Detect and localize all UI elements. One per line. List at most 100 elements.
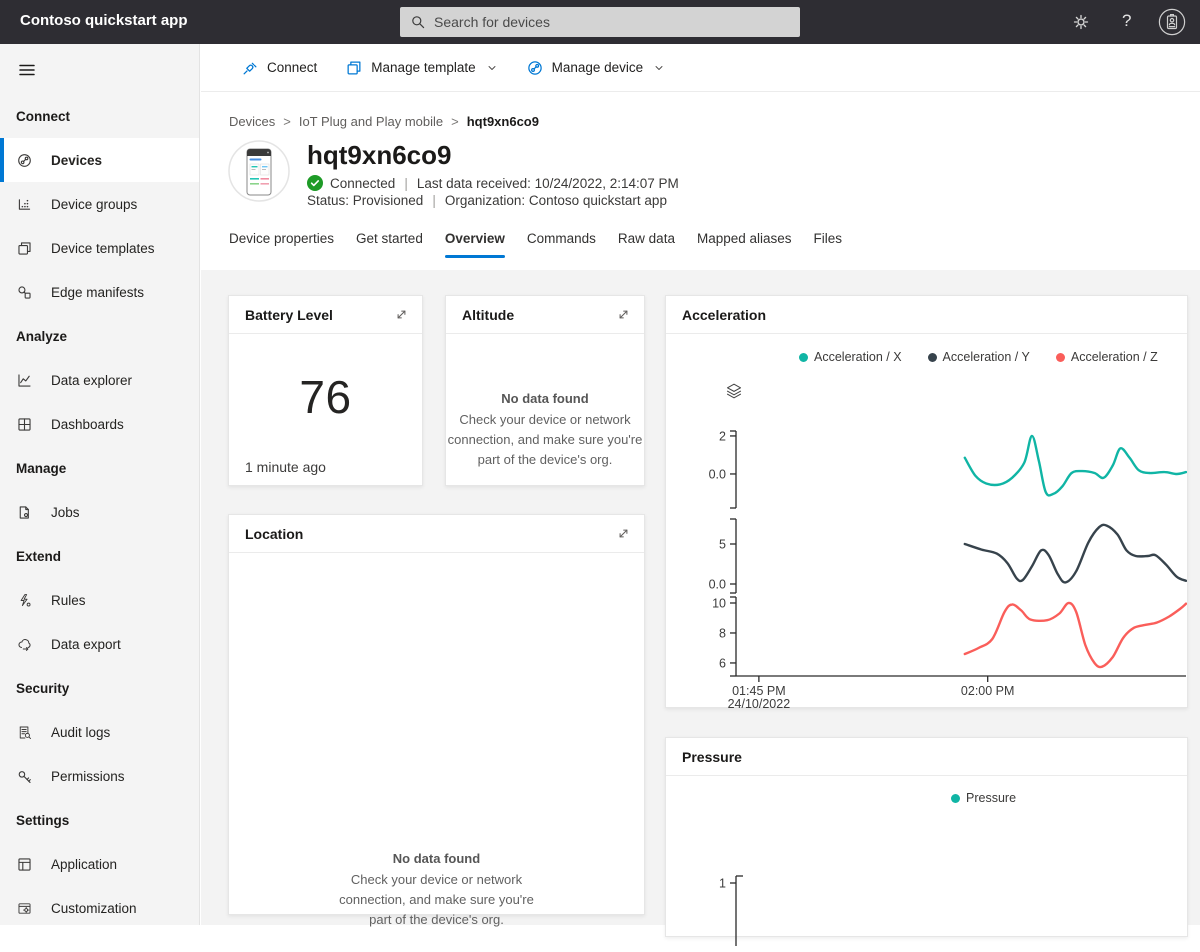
user-avatar-icon[interactable] — [1158, 8, 1186, 36]
svg-text:24/10/2022: 24/10/2022 — [728, 697, 791, 709]
tile-title: Acceleration — [682, 307, 766, 323]
svg-text:10: 10 — [712, 596, 726, 610]
battery-value: 76 — [229, 370, 422, 424]
tile-body: No data found Check your device or netwo… — [446, 334, 644, 523]
sidebar-item-rules[interactable]: Rules — [0, 578, 199, 622]
sidebar-item-label: Edge manifests — [51, 285, 144, 300]
sidebar-item-label: Jobs — [51, 505, 80, 520]
tab-mapped-aliases[interactable]: Mapped aliases — [697, 231, 792, 254]
sidebar-item-edge-manifests[interactable]: Edge manifests — [0, 270, 199, 314]
sidebar-item-dashboards[interactable]: Dashboards — [0, 402, 199, 446]
breadcrumb-item-devices[interactable]: Devices — [229, 114, 275, 129]
manage-device-icon — [526, 59, 544, 77]
battery-updated: 1 minute ago — [245, 459, 326, 475]
svg-text:5: 5 — [719, 538, 726, 552]
settings-gear-icon[interactable] — [1072, 13, 1090, 31]
breadcrumb-item-iot-plug-and-play-mobile[interactable]: IoT Plug and Play mobile — [299, 114, 443, 129]
tab-commands[interactable]: Commands — [527, 231, 596, 254]
application-icon — [16, 856, 33, 873]
tab-files[interactable]: Files — [814, 231, 843, 254]
sidebar-item-label: Customization — [51, 901, 137, 916]
edge-manifests-icon — [16, 284, 33, 301]
breadcrumb-item-hqt9xn6co9: hqt9xn6co9 — [467, 114, 539, 129]
data-export-icon — [16, 636, 33, 653]
chevron-down-icon — [486, 62, 498, 74]
tab-raw-data[interactable]: Raw data — [618, 231, 675, 254]
breadcrumb-separator: > — [275, 114, 299, 129]
tile-title: Battery Level — [245, 307, 333, 323]
device-tabs: Device properties Get started Overview Comm… — [229, 231, 842, 254]
svg-text:02:00 PM: 02:00 PM — [961, 684, 1015, 698]
tile-title: Altitude — [462, 307, 514, 323]
app-title: Contoso quickstart app — [20, 12, 188, 29]
svg-text:1: 1 — [719, 877, 726, 891]
svg-text:8: 8 — [719, 626, 726, 640]
sidebar-item-label: Application — [51, 857, 117, 872]
tile-header: Altitude — [446, 296, 644, 334]
last-data-received: Last data received: 10/24/2022, 2:14:07 … — [417, 176, 679, 191]
dashboards-icon — [16, 416, 33, 433]
sidebar-item-jobs[interactable]: Jobs — [0, 490, 199, 534]
connection-status: Connected — [330, 176, 395, 191]
tile-header: Acceleration — [666, 296, 1187, 334]
sidebar-item-audit-logs[interactable]: Audit logs — [0, 710, 199, 754]
sidebar-item-device-templates[interactable]: Device templates — [0, 226, 199, 270]
sidebar-item-data-export[interactable]: Data export — [0, 622, 199, 666]
sidebar-section-label: Security — [0, 666, 199, 710]
expand-icon[interactable] — [393, 306, 410, 323]
sidebar-item-device-groups[interactable]: Device groups — [0, 182, 199, 226]
manage-device-button[interactable]: Manage device — [522, 53, 670, 83]
organization: Organization: Contoso quickstart app — [445, 193, 667, 208]
sidebar-item-label: Rules — [51, 593, 86, 608]
sidebar-item-label: Dashboards — [51, 417, 124, 432]
battery-level-tile: Battery Level 76 1 minute ago — [228, 295, 423, 486]
device-photo — [228, 140, 290, 202]
search-input[interactable] — [434, 14, 790, 30]
tab-get-started[interactable]: Get started — [356, 231, 423, 254]
svg-text:0.0: 0.0 — [709, 467, 726, 481]
data-explorer-icon — [16, 372, 33, 389]
no-data-title: No data found — [393, 851, 480, 866]
tile-title: Location — [245, 526, 303, 542]
permissions-icon — [16, 768, 33, 785]
expand-icon[interactable] — [615, 306, 632, 323]
connect-icon — [241, 59, 259, 77]
toolbar-action-label: Manage template — [371, 60, 475, 75]
sidebar-item-customization[interactable]: Customization — [0, 886, 199, 930]
manage-template-button[interactable]: Manage template — [341, 53, 501, 83]
sidebar-item-label: Data export — [51, 637, 121, 652]
divider: | — [430, 193, 438, 208]
tile-body: 76 1 minute ago — [229, 334, 422, 485]
sidebar-section-label: Extend — [0, 534, 199, 578]
tab-device-properties[interactable]: Device properties — [229, 231, 334, 254]
svg-text:2: 2 — [719, 429, 726, 443]
tab-overview[interactable]: Overview — [445, 231, 505, 254]
search-box[interactable] — [400, 7, 800, 37]
devices-icon — [16, 152, 33, 169]
toolbar-action-label: Connect — [267, 60, 317, 75]
device-name: hqt9xn6co9 — [307, 140, 679, 170]
location-tile: Location No data found Check your device… — [228, 514, 645, 915]
help-icon[interactable]: ? — [1122, 11, 1131, 31]
sidebar-item-devices[interactable]: Devices — [0, 138, 199, 182]
sidebar-item-label: Device templates — [51, 241, 155, 256]
svg-text:0.0: 0.0 — [709, 578, 726, 592]
sidebar-section-label: Connect — [0, 94, 199, 138]
no-data-title: No data found — [501, 391, 588, 406]
connected-check-icon — [307, 175, 323, 191]
expand-icon[interactable] — [615, 525, 632, 542]
sidebar-item-label: Data explorer — [51, 373, 132, 388]
no-data-message: Check your device or network connection,… — [330, 870, 544, 930]
sidebar-item-application[interactable]: Application — [0, 842, 199, 886]
sidebar-item-data-explorer[interactable]: Data explorer — [0, 358, 199, 402]
hamburger-menu-icon[interactable] — [15, 58, 39, 82]
breadcrumb: Devices>IoT Plug and Play mobile>hqt9xn6… — [229, 114, 539, 129]
connect-button[interactable]: Connect — [237, 53, 321, 83]
sidebar-item-permissions[interactable]: Permissions — [0, 754, 199, 798]
audit-logs-icon — [16, 724, 33, 741]
breadcrumb-separator: > — [443, 114, 467, 129]
sidebar-section-label: Analyze — [0, 314, 199, 358]
device-status-line-1: Connected | Last data received: 10/24/20… — [307, 175, 679, 191]
